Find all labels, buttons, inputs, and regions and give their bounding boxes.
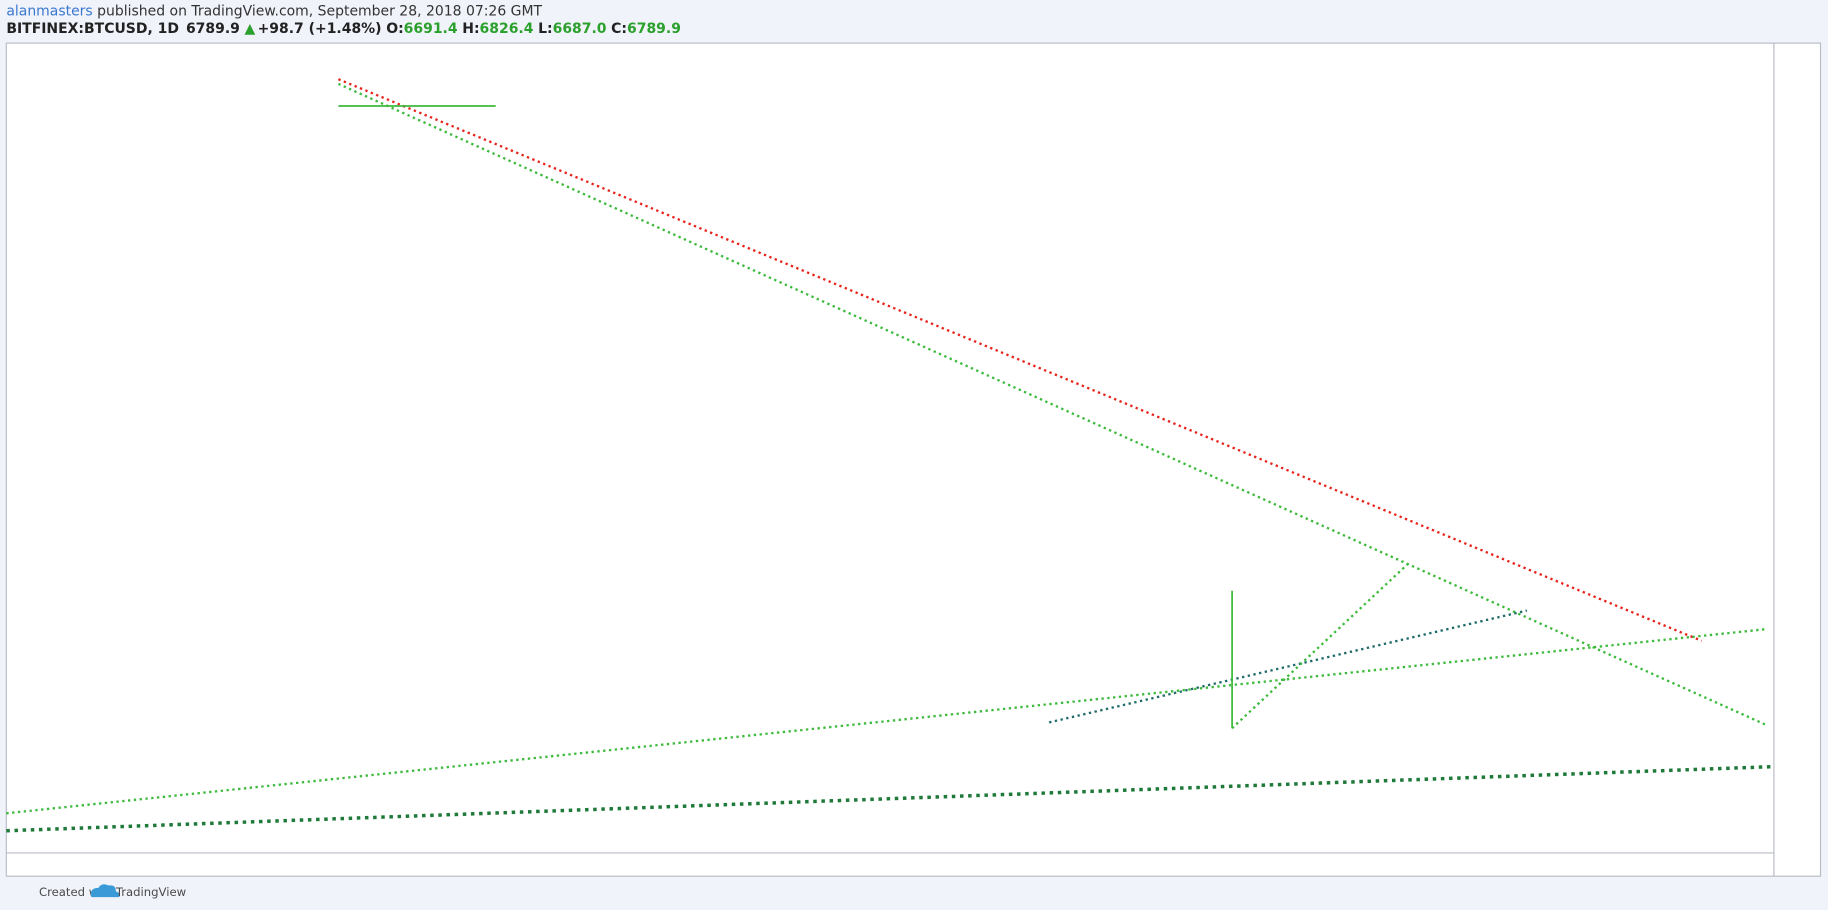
symbol: BITFINEX:BTCUSD, 1D (6, 21, 179, 37)
arrow: ▲ (245, 21, 256, 37)
o-val: 6691.4 (404, 21, 458, 37)
author[interactable]: alanmasters (6, 4, 92, 20)
trend-line (337, 82, 1767, 726)
change: +98.7 (+1.48%) (258, 21, 382, 37)
h-key: H: (462, 21, 479, 37)
c-key: C: (611, 21, 627, 37)
l-val: 6687.0 (553, 21, 607, 37)
o-key: O: (386, 21, 403, 37)
last: 6789.9 (186, 21, 240, 37)
trend-line (1048, 609, 1528, 724)
trend-line (337, 78, 1703, 642)
trend-line (6, 628, 1766, 815)
trend-line (6, 764, 1772, 833)
chart-frame (5, 42, 1822, 877)
symbol-line: BITFINEX:BTCUSD, 1D 6789.9 ▲ +98.7 (+1.48%)… (6, 21, 681, 37)
drawings (6, 78, 1772, 833)
c-val: 6789.9 (627, 21, 681, 37)
header-line: alanmasters published on TradingView.com… (6, 4, 542, 20)
footer-brand[interactable]: TradingView (115, 885, 187, 899)
l-key: L: (538, 21, 553, 37)
h-val: 6826.4 (480, 21, 534, 37)
tv-logo[interactable] (90, 884, 120, 898)
published: published on TradingView.com, September … (93, 4, 543, 20)
